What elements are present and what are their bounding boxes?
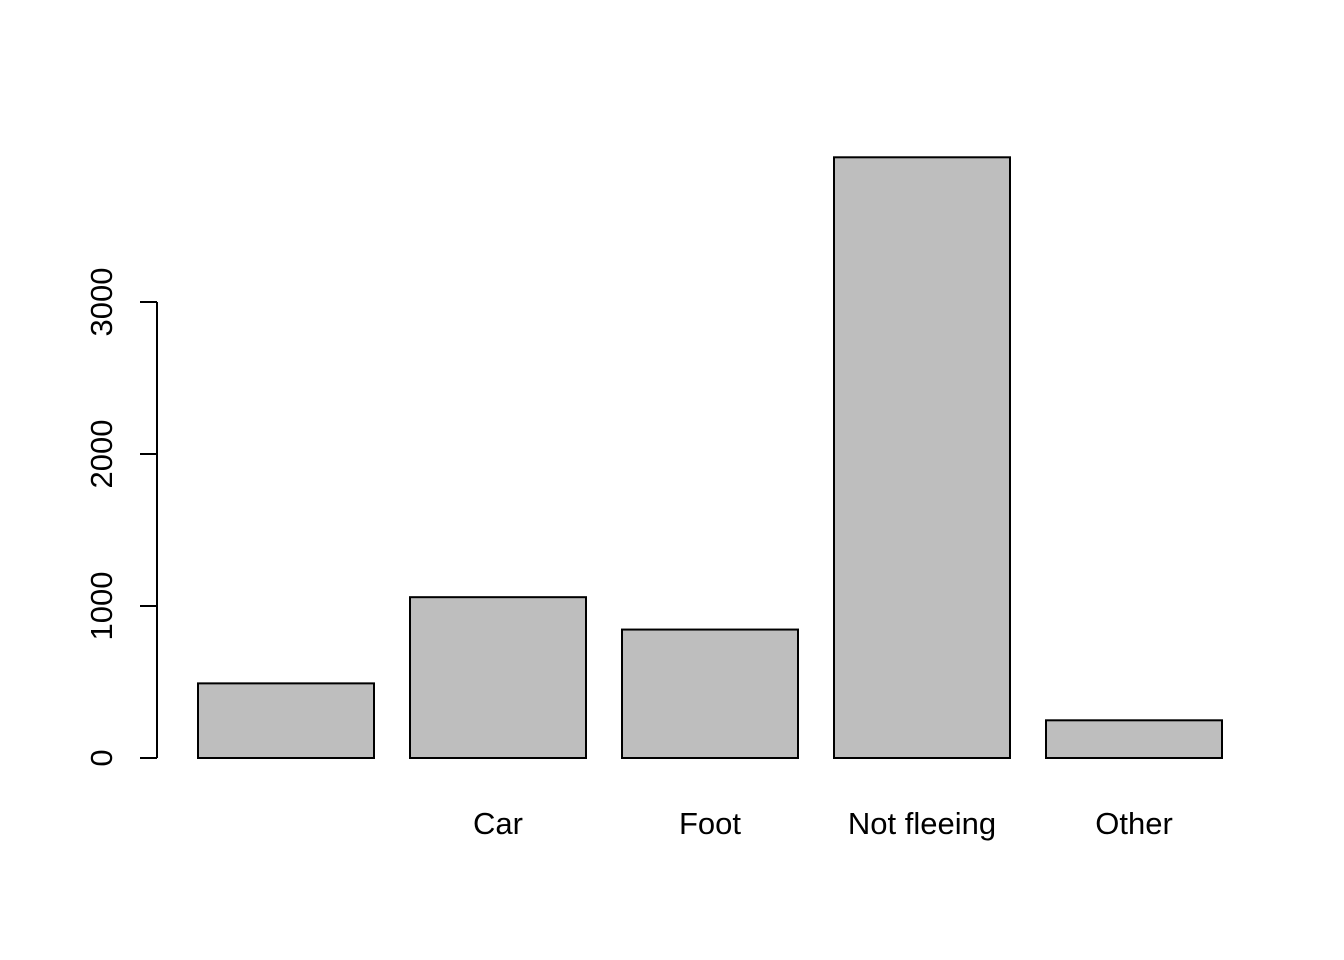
y-tick-label: 3000: [84, 268, 119, 337]
bar-3: [833, 156, 1011, 759]
x-category-label: Car: [473, 806, 523, 841]
x-category-labels: Car Foot Not fleeing Other: [473, 806, 1173, 841]
bars-group: [197, 156, 1223, 760]
y-tick-label: 0: [84, 749, 119, 766]
x-category-label: Other: [1095, 806, 1173, 841]
x-category-label: Not fleeing: [848, 806, 996, 841]
bar-0: [197, 682, 375, 759]
x-category-label: Foot: [679, 806, 741, 841]
y-axis: 0 1000 2000 3000: [84, 268, 158, 767]
y-tick-label: 1000: [84, 572, 119, 641]
bar-2: [621, 628, 799, 759]
y-tick-label: 2000: [84, 420, 119, 489]
bar-4: [1045, 719, 1223, 760]
bar-1: [409, 596, 587, 760]
